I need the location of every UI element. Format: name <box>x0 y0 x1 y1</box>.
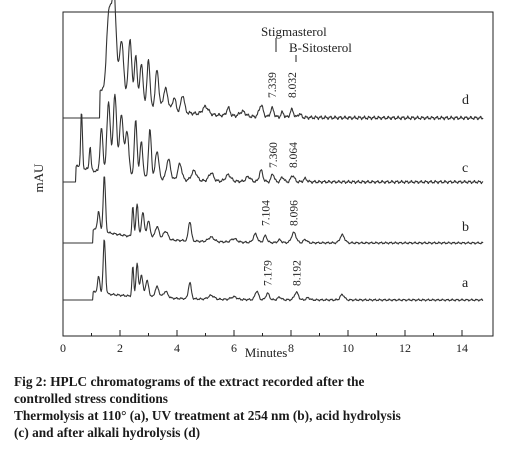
x-tick-label: 4 <box>174 341 180 355</box>
x-tick-label: 6 <box>231 341 237 355</box>
caption-line-1: Fig 2: HPLC chromatograms of the extract… <box>14 374 365 389</box>
retention-time-label: 8.192 <box>292 260 304 286</box>
retention-time-label: 8.096 <box>289 200 301 226</box>
stigmasterol-label: Stigmasterol <box>261 24 327 39</box>
retention-time-label: 7.339 <box>267 72 279 98</box>
trace-b <box>63 176 484 245</box>
chromatogram-traces: d c b a <box>63 0 484 302</box>
hplc-chromatogram-chart: 0 2 4 6 8 10 12 14 d c b a 7.339 8.032 7.360 8.064 7.1… <box>31 0 494 360</box>
trace-label-b: b <box>462 220 469 235</box>
trace-a <box>63 239 484 302</box>
x-tick-label: 10 <box>342 341 354 355</box>
trace-label-d: d <box>462 93 469 108</box>
y-axis-label: mAU <box>31 163 46 193</box>
retention-time-label: 8.064 <box>288 142 300 168</box>
retention-time-label: 7.104 <box>261 200 273 226</box>
x-tick-label: 0 <box>60 341 66 355</box>
caption-line-4: (c) and after alkali hydrolysis (d) <box>14 425 201 440</box>
trace-d <box>63 0 484 121</box>
caption-line-3: Thermolysis at 110° (a), UV treatment at… <box>14 408 401 423</box>
retention-time-label: 7.360 <box>268 142 280 168</box>
b-sitosterol-label: B-Sitosterol <box>289 40 352 55</box>
trace-c <box>63 93 484 185</box>
plot-frame <box>62 11 494 337</box>
retention-time-label: 8.032 <box>287 72 299 98</box>
x-tick-label: 8 <box>288 341 294 355</box>
trace-label-a: a <box>462 276 469 291</box>
x-axis-ticks: 0 2 4 6 8 10 12 14 <box>60 330 468 355</box>
figure-caption: Fig 2: HPLC chromatograms of the extract… <box>14 373 506 441</box>
trace-label-c: c <box>462 161 468 176</box>
x-axis-label: Minutes <box>245 345 288 360</box>
caption-line-2: controlled stress conditions <box>14 391 168 406</box>
compound-markers: 7.339 8.032 7.360 8.064 7.104 8.096 7.179 8.192 <box>261 38 304 286</box>
x-tick-label: 12 <box>399 341 411 355</box>
retention-time-label: 7.179 <box>263 260 275 286</box>
x-tick-label: 14 <box>456 341 468 355</box>
x-tick-label: 2 <box>117 341 123 355</box>
